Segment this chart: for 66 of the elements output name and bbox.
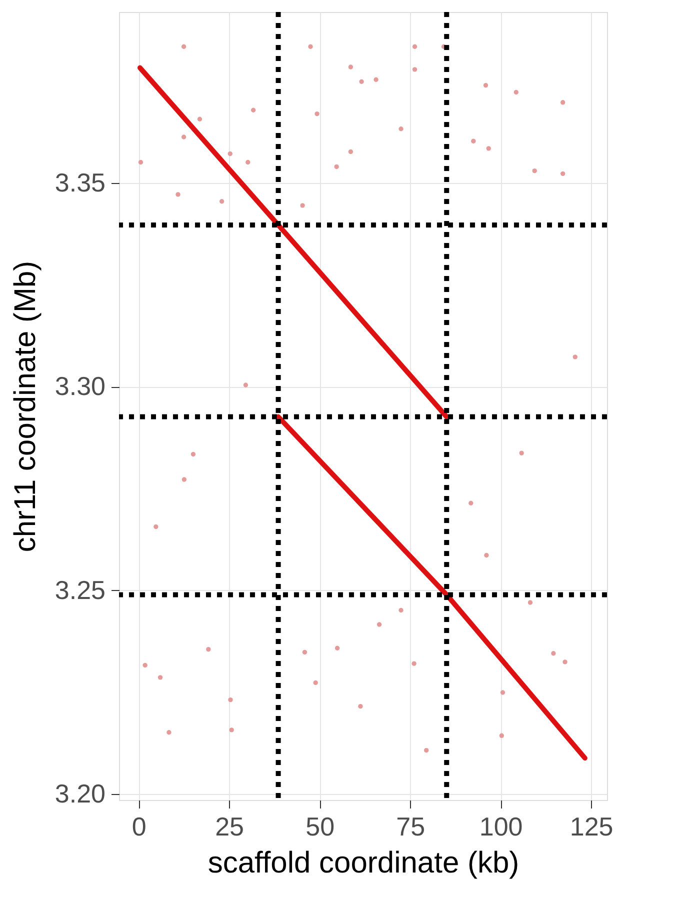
point <box>560 100 566 105</box>
point <box>181 44 186 49</box>
point <box>562 660 568 664</box>
point <box>228 697 233 702</box>
point <box>471 138 476 144</box>
x-tick-label: 125 <box>570 812 614 842</box>
point <box>468 500 474 506</box>
point <box>176 192 180 197</box>
x-tick-label: 25 <box>215 812 244 842</box>
point <box>500 690 506 695</box>
point <box>483 82 488 88</box>
point <box>154 524 158 530</box>
point <box>314 111 320 116</box>
point <box>376 622 382 627</box>
point <box>190 452 196 457</box>
y-tick-label: 3.35 <box>54 168 106 198</box>
point <box>206 646 211 652</box>
point <box>334 646 340 650</box>
point <box>528 600 533 605</box>
y-tick-label: 3.25 <box>54 574 106 605</box>
point <box>519 450 524 456</box>
point <box>334 164 339 170</box>
x-axis-title: scaffold coordinate (kb) <box>208 846 520 880</box>
point <box>484 552 489 558</box>
point <box>243 382 248 388</box>
point <box>398 608 404 613</box>
point <box>572 354 578 360</box>
point <box>313 680 318 686</box>
point <box>229 728 234 732</box>
point <box>308 44 313 49</box>
point <box>424 748 429 753</box>
x-tick-label: 75 <box>396 812 426 842</box>
point <box>181 134 186 140</box>
point <box>514 90 518 95</box>
point <box>246 160 250 165</box>
point <box>142 662 148 668</box>
y-tick-label: 3.20 <box>54 778 106 808</box>
point <box>219 199 224 204</box>
point <box>182 477 187 482</box>
point <box>359 79 364 84</box>
point <box>412 661 416 666</box>
point <box>302 650 308 655</box>
y-axis-title: chr11 coordinate (Mb) <box>8 260 42 552</box>
point <box>412 44 418 49</box>
x-tick-label: 50 <box>306 812 335 842</box>
point <box>560 171 566 176</box>
point <box>158 675 163 680</box>
x-tick-label: 100 <box>479 812 523 842</box>
point <box>300 203 305 208</box>
point <box>499 733 504 738</box>
point <box>197 116 202 122</box>
point <box>166 730 172 735</box>
point <box>398 126 404 132</box>
point <box>348 149 354 154</box>
point <box>358 704 363 709</box>
point <box>532 168 537 174</box>
point <box>250 108 256 112</box>
point <box>348 64 354 70</box>
point <box>228 151 232 156</box>
point <box>486 146 491 151</box>
point <box>412 67 418 72</box>
point <box>551 651 556 656</box>
x-tick-label: 0 <box>132 812 146 842</box>
point <box>374 77 378 82</box>
y-tick-label: 3.30 <box>54 371 106 402</box>
point <box>138 160 144 165</box>
